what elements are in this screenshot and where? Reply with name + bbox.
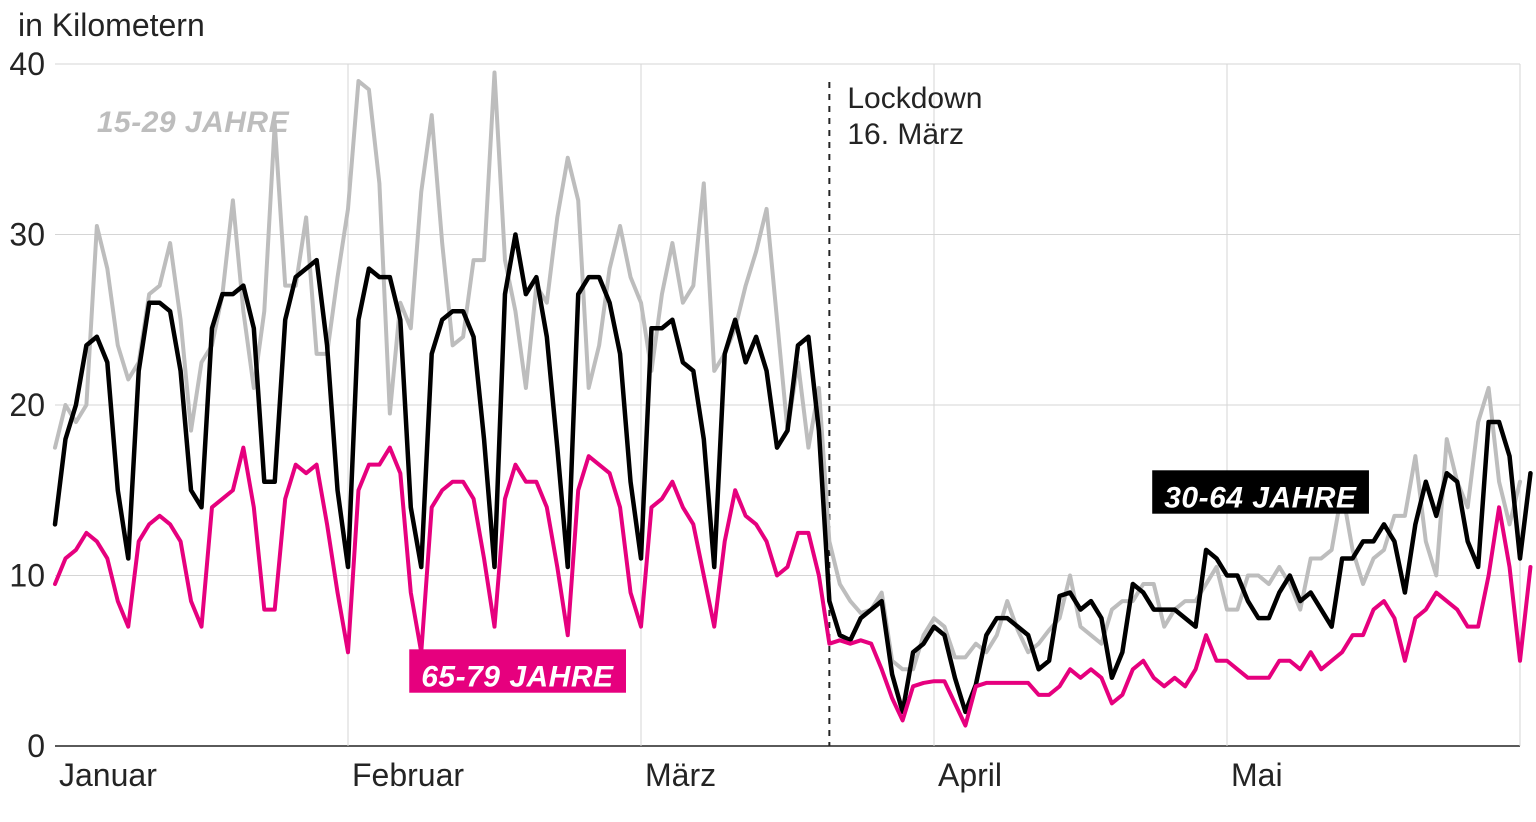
lockdown-annotation-text: 16. März [847,118,964,151]
x-tick-label: Januar [59,757,157,793]
chart-svg: in Kilometern 0 10 20 30 40 Januar Februar März A… [0,0,1536,822]
x-tick-label: März [645,757,716,793]
y-tick-label: 0 [27,728,45,764]
y-tick-label: 10 [9,558,45,594]
x-tick-label: April [938,757,1002,793]
series-label-age_65_79: 65-79 JAHRE [421,660,614,693]
series-line-age_15_29 [55,73,1520,670]
y-tick-label: 40 [9,46,45,82]
x-tick-label: Mai [1231,757,1283,793]
lockdown-annotation-text: Lockdown [847,82,982,115]
x-tick-label: Februar [352,757,464,793]
mobility-line-chart: in Kilometern 0 10 20 30 40 Januar Februar März A… [0,0,1536,822]
y-axis-title: in Kilometern [18,7,205,43]
y-tick-label: 20 [9,387,45,423]
series-label-age_15_29: 15-29 JAHRE [97,106,290,139]
series-label-age_30_64: 30-64 JAHRE [1164,481,1357,514]
y-tick-label: 30 [9,217,45,253]
